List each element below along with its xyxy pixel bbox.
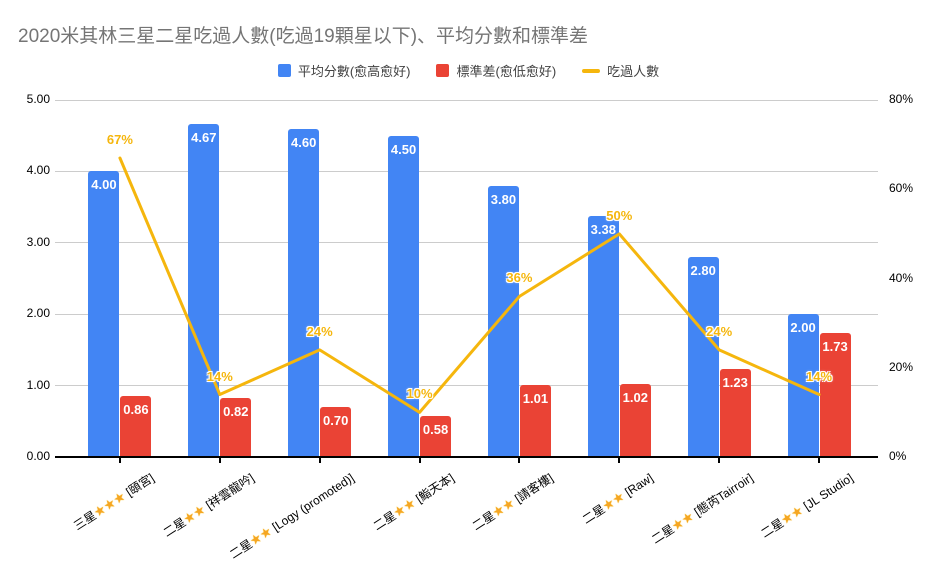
- x-axis-tick: [218, 458, 221, 463]
- chart-title: 2020米其林三星二星吃過人數(吃過19顆星以下)、平均分數和標準差: [18, 26, 589, 47]
- x-axis-tick: [118, 458, 121, 463]
- x-axis-tick: [418, 458, 421, 463]
- y-axis-label-right: 80%: [889, 92, 914, 106]
- category-label-name: [請客樓]: [509, 470, 557, 508]
- line-point-label: 67%: [106, 132, 133, 147]
- category-label-name: [祥雲龍吟]: [200, 470, 257, 515]
- bar-value-label: 2.80: [690, 263, 716, 279]
- line-point-label: 14%: [806, 368, 833, 384]
- average-score-bar: [587, 215, 619, 457]
- y-axis-label-left: 2.00: [26, 306, 50, 321]
- legend-item: 平均分數(愈高愈好): [277, 61, 411, 80]
- bar-value-label: 4.60: [291, 134, 317, 150]
- x-axis-line: [55, 456, 878, 458]
- line-point-label: 10%: [406, 386, 433, 402]
- y-axis-label-left: 5.00: [26, 92, 50, 106]
- bar-value-label: 3.38: [590, 221, 616, 237]
- bar-value-label: 3.80: [490, 191, 517, 207]
- average-score-bar: [288, 128, 320, 457]
- line-point-label: 50%: [606, 207, 633, 223]
- gridline: [55, 170, 878, 172]
- category-label-name: [Raw]: [619, 470, 657, 501]
- bar-value-label: 4.67: [191, 129, 217, 145]
- legend: 平均分數(愈高愈好) 標準差(愈低愈好) 吃過人數: [0, 61, 937, 80]
- x-axis-tick: [618, 458, 621, 463]
- x-axis-tick: [518, 458, 521, 463]
- y-axis-label-left: 1.00: [26, 377, 50, 392]
- bar-value-label: 4.00: [91, 177, 117, 193]
- legend-square-marker-icon: [277, 64, 291, 77]
- line-point-label: 14%: [206, 368, 233, 384]
- bar-value-label: 1.23: [722, 375, 748, 391]
- category-label-name: [JL Studio]: [798, 470, 856, 515]
- average-score-bar: [487, 185, 519, 457]
- bar-value-label: 1.02: [622, 390, 648, 406]
- category-label-name: [Logy (promoted)]: [266, 470, 357, 536]
- legend-label: 吃過人數: [607, 64, 660, 79]
- y-axis-label-right: 40%: [889, 270, 914, 285]
- legend-square-marker-icon: [436, 64, 450, 77]
- gridline: [55, 99, 878, 101]
- stddev-bar: [320, 407, 352, 457]
- average-score-bar: [88, 171, 120, 457]
- bar-value-label: 0.70: [323, 413, 349, 429]
- x-axis-tick: [818, 458, 821, 463]
- line-point-label: 36%: [506, 270, 533, 286]
- legend-item: 標準差(愈低愈好): [436, 61, 556, 80]
- stddev-bar: [420, 415, 452, 457]
- legend-label: 標準差(愈低愈好): [456, 64, 557, 79]
- bar-value-label: 1.01: [522, 390, 549, 406]
- bar-value-label: 4.50: [390, 141, 417, 157]
- line-point-label: 24%: [306, 323, 333, 339]
- bar-value-label: 0.58: [422, 421, 449, 437]
- category-label-name: [態芮Tairroir]: [689, 470, 756, 521]
- gridline: [55, 313, 878, 315]
- average-score-bar: [787, 314, 819, 457]
- y-axis-label-left: 4.00: [26, 163, 50, 178]
- average-score-bar: [188, 123, 220, 457]
- y-axis-label-right: 20%: [889, 359, 914, 374]
- bar-value-label: 1.73: [822, 339, 848, 355]
- x-axis-tick: [718, 458, 721, 463]
- legend-line-marker-icon: [582, 68, 601, 73]
- average-score-bar: [687, 257, 719, 457]
- gridline: [55, 385, 878, 387]
- y-axis-label-left: 3.00: [26, 234, 50, 249]
- category-label-name: [鮨天本]: [410, 470, 457, 508]
- stddev-bar: [819, 333, 851, 457]
- bar-value-label: 0.82: [223, 404, 249, 420]
- gridline: [55, 242, 878, 244]
- bar-value-label: 0.86: [123, 401, 149, 417]
- y-axis-label-right: 0%: [889, 449, 907, 463]
- category-label-name: [頤宮]: [120, 470, 157, 501]
- x-axis-tick: [318, 458, 321, 463]
- bar-value-label: 2.00: [790, 320, 816, 336]
- average-score-bar: [388, 135, 420, 457]
- y-axis-label-right: 60%: [889, 181, 914, 196]
- legend-label: 平均分數(愈高愈好): [297, 64, 411, 79]
- y-axis-label-left: 0.00: [26, 449, 50, 463]
- line-point-label: 24%: [706, 323, 733, 339]
- legend-item: 吃過人數: [582, 61, 659, 80]
